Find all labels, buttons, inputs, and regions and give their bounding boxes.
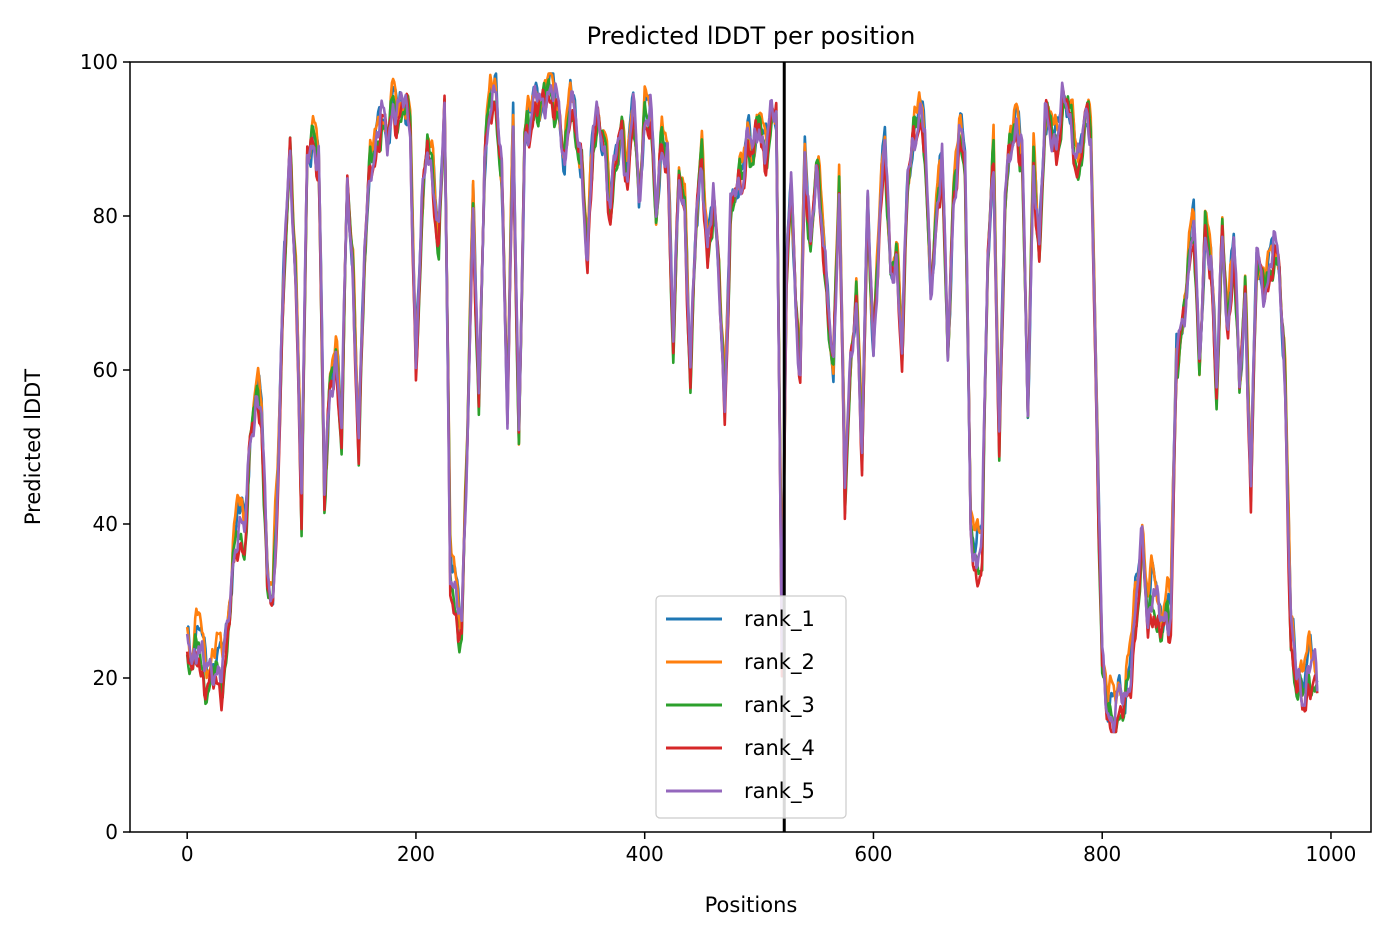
- x-tick-label: 800: [1083, 842, 1121, 866]
- x-tick-label: 1000: [1306, 842, 1357, 866]
- x-tick-label: 0: [181, 842, 194, 866]
- legend-box: [655, 595, 847, 819]
- ticks-layer: 0 200 400 600 800 1000 0 20 40 60 80 100: [80, 50, 1357, 866]
- y-tick-label: 80: [93, 204, 118, 228]
- legend-label-rank-1: rank_1: [744, 607, 815, 632]
- y-tick-label: 40: [93, 512, 118, 536]
- chart-title: Predicted lDDT per position: [587, 22, 916, 50]
- series-line-rank-2: [185, 72, 1318, 707]
- x-tick-label: 400: [626, 842, 664, 866]
- legend-label-rank-4: rank_4: [744, 736, 815, 761]
- y-axis-label: Predicted lDDT: [21, 369, 45, 525]
- y-tick-label: 60: [93, 358, 118, 382]
- x-tick-label: 600: [854, 842, 892, 866]
- y-tick-label: 0: [105, 820, 118, 844]
- series-line-rank-5: [185, 81, 1319, 734]
- legend-label-rank-3: rank_3: [744, 693, 815, 718]
- legend-label-rank-2: rank_2: [744, 650, 815, 675]
- x-tick-label: 200: [397, 842, 435, 866]
- plot-frame: [129, 61, 1372, 833]
- y-tick-label: 20: [93, 666, 118, 690]
- legend-label-rank-5: rank_5: [744, 779, 815, 804]
- y-tick-label: 100: [80, 50, 118, 74]
- legend: rank_1 rank_2 rank_3 rank_4 rank_5: [655, 595, 847, 819]
- x-axis-label: Positions: [705, 893, 798, 917]
- series-layer: [185, 72, 1319, 734]
